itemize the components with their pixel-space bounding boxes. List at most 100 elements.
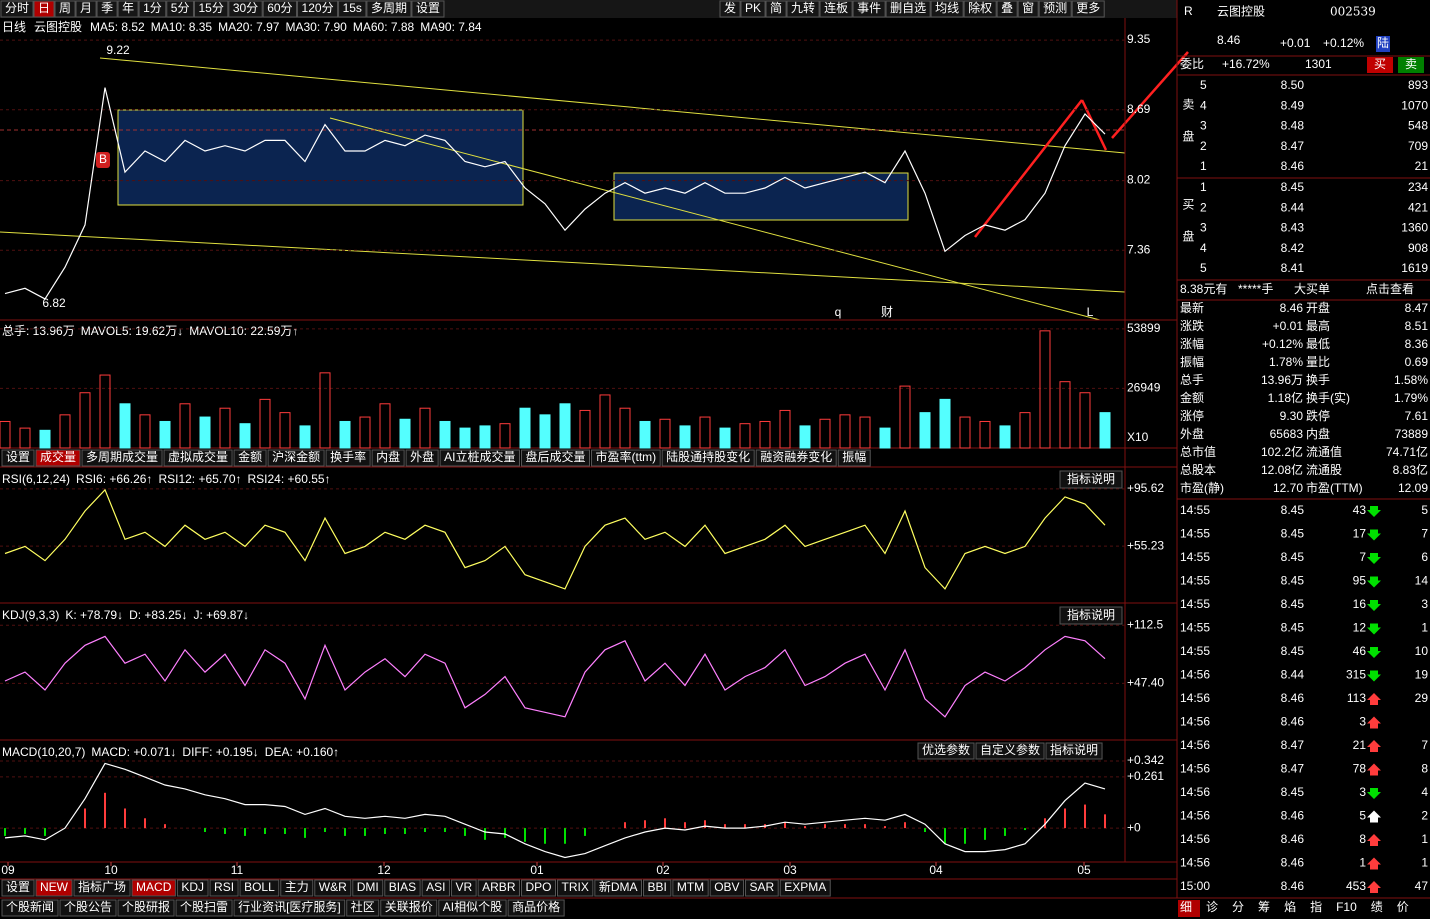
status-item[interactable]: 行业资讯[医疗服务]: [238, 899, 341, 914]
toolbar-button-bg[interactable]: [885, 0, 931, 18]
tab-bg[interactable]: [1, 449, 35, 467]
tab[interactable]: SAR: [750, 880, 775, 894]
tab[interactable]: MACD: [136, 880, 172, 894]
button[interactable]: 优选参数: [922, 742, 970, 757]
tab-bg[interactable]: [591, 449, 661, 467]
tab-bg[interactable]: [325, 449, 371, 467]
status-item-bg[interactable]: [59, 899, 117, 917]
button-bg[interactable]: [917, 742, 975, 760]
status-item-bg[interactable]: [507, 899, 565, 917]
toolbar-button-bg[interactable]: [228, 0, 263, 18]
tab-bg[interactable]: [755, 449, 837, 467]
status-item[interactable]: 商品价格: [512, 899, 560, 914]
toolbar-button-bg[interactable]: [852, 0, 886, 18]
tab-bg[interactable]: [837, 449, 871, 467]
tab-bg[interactable]: [643, 879, 672, 897]
toolbar-button-bg[interactable]: [262, 0, 298, 18]
tab[interactable]: NEW: [40, 880, 69, 894]
toolbar-button[interactable]: 预测: [1043, 1, 1067, 15]
quote-tab[interactable]: 筹: [1258, 900, 1270, 914]
status-item[interactable]: 个股扫雷: [180, 900, 228, 914]
tab[interactable]: ARBR: [482, 880, 516, 894]
toolbar-button-bg[interactable]: [366, 0, 412, 18]
toolbar-button-bg[interactable]: [0, 0, 34, 18]
tab-bg[interactable]: [267, 449, 325, 467]
status-item[interactable]: 个股新闻: [6, 899, 54, 914]
button-bg[interactable]: [1045, 742, 1103, 760]
status-item-bg[interactable]: [233, 899, 346, 917]
toolbar-button[interactable]: 15s: [343, 1, 362, 15]
toolbar-button[interactable]: 年: [122, 1, 134, 15]
button-bg[interactable]: [1059, 470, 1123, 489]
tab[interactable]: 换手率: [330, 449, 366, 464]
tab-bg[interactable]: [405, 449, 439, 467]
tab[interactable]: VR: [455, 880, 472, 894]
tab-bg[interactable]: [709, 879, 745, 897]
tab[interactable]: 外盘: [410, 449, 434, 464]
tab[interactable]: MTM: [677, 880, 704, 894]
toolbar-button[interactable]: 120分: [302, 1, 334, 15]
toolbar-button-bg[interactable]: [297, 0, 339, 18]
toolbar-button-bg[interactable]: [1017, 0, 1039, 18]
tab-bg[interactable]: [779, 879, 831, 897]
toolbar-button-bg[interactable]: [819, 0, 853, 18]
toolbar-button[interactable]: 删自选: [890, 1, 926, 15]
tab[interactable]: 盘后成交量: [525, 449, 585, 464]
tab[interactable]: BOLL: [244, 880, 275, 894]
quote-tab[interactable]: 诊: [1206, 900, 1218, 914]
quote-tab[interactable]: 指: [1310, 899, 1322, 914]
status-item[interactable]: 关联报价: [385, 899, 433, 914]
button[interactable]: 指标说明: [1067, 607, 1115, 622]
button-bg[interactable]: [1059, 606, 1123, 625]
toolbar-button-bg[interactable]: [411, 0, 445, 18]
status-item-bg[interactable]: [1, 899, 59, 917]
tab-bg[interactable]: [557, 879, 594, 897]
tab-bg[interactable]: [176, 879, 209, 897]
status-item[interactable]: AI相似个股: [443, 900, 502, 914]
toolbar-button-bg[interactable]: [96, 0, 118, 18]
toolbar-button[interactable]: 窗: [1022, 1, 1034, 15]
status-item-bg[interactable]: [438, 899, 507, 917]
tab-bg[interactable]: [280, 879, 314, 897]
status-item-bg[interactable]: [117, 899, 175, 917]
quote-tab[interactable]: 价: [1397, 900, 1409, 914]
button[interactable]: 指标说明: [1067, 471, 1115, 486]
tab[interactable]: 沪深金额: [272, 449, 320, 464]
buy-button-bg[interactable]: [1367, 57, 1393, 73]
toolbar-button-bg[interactable]: [33, 0, 55, 18]
toolbar-button-bg[interactable]: [740, 0, 766, 18]
toolbar-button-bg[interactable]: [166, 0, 194, 18]
tab[interactable]: KDJ: [181, 880, 204, 894]
tab-bg[interactable]: [421, 879, 450, 897]
tab[interactable]: W&R: [319, 880, 347, 894]
tab[interactable]: 多周期成交量: [86, 449, 158, 464]
tab[interactable]: DMI: [357, 880, 379, 894]
tab[interactable]: 主力: [285, 880, 309, 894]
tab[interactable]: 指标广场: [78, 879, 126, 894]
tab-bg[interactable]: [35, 879, 73, 897]
tab[interactable]: 振幅: [842, 449, 866, 464]
toolbar-button-bg[interactable]: [338, 0, 367, 18]
tab[interactable]: BBI: [648, 880, 667, 894]
toolbar-button[interactable]: 均线: [935, 1, 959, 15]
toolbar-button-bg[interactable]: [138, 0, 167, 18]
toolbar-button[interactable]: 60分: [267, 1, 292, 15]
toolbar-button[interactable]: 周: [59, 1, 71, 15]
tab-bg[interactable]: [233, 449, 267, 467]
tab[interactable]: ASI: [426, 880, 445, 894]
button-bg[interactable]: [975, 742, 1045, 760]
toolbar-button[interactable]: 分时: [5, 1, 29, 15]
toolbar-button-bg[interactable]: [963, 0, 997, 18]
tab-bg[interactable]: [73, 879, 131, 897]
tab-bg[interactable]: [163, 449, 233, 467]
tab[interactable]: 成交量: [40, 449, 76, 464]
toolbar-button[interactable]: 更多: [1076, 1, 1100, 15]
quote-tab[interactable]: 分: [1232, 900, 1244, 914]
toolbar-button[interactable]: 发: [724, 0, 736, 15]
toolbar-button[interactable]: 月: [80, 1, 92, 15]
button[interactable]: 指标说明: [1050, 742, 1098, 757]
toolbar-button-bg[interactable]: [786, 0, 820, 18]
tab[interactable]: EXPMA: [784, 880, 826, 894]
tab[interactable]: OBV: [714, 880, 739, 894]
sell-button[interactable]: 卖: [1405, 57, 1417, 71]
